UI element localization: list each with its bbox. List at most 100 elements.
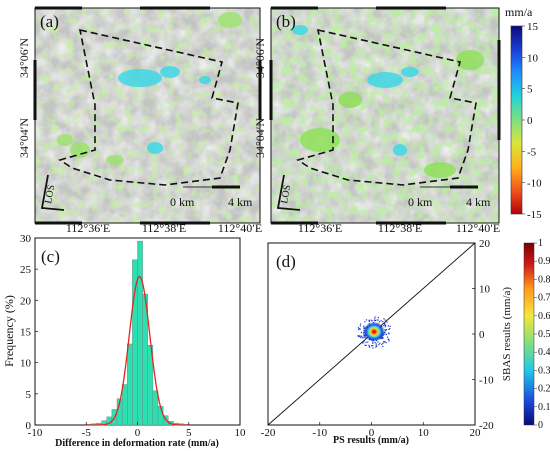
scatter-point	[389, 325, 391, 327]
scatter-x-tick-label: 20	[470, 427, 482, 439]
scatter-point	[384, 333, 386, 335]
histogram-panel-label: (c)	[41, 247, 60, 266]
scatter-point	[368, 320, 370, 322]
scatter-point	[384, 329, 386, 331]
histogram-bar	[121, 384, 128, 426]
scatter-point	[358, 329, 360, 331]
scatter-point	[368, 320, 370, 323]
scatter-point	[378, 344, 380, 346]
scatter-point	[385, 333, 387, 335]
scatter-point	[365, 319, 368, 321]
los-label-a: LOS	[43, 184, 57, 205]
scatter-panel-label: (d)	[276, 252, 296, 271]
scatter-point	[380, 320, 382, 322]
scale-bar-b-right: 4 km	[466, 195, 491, 209]
colorbar-tick-label: 5	[527, 84, 533, 96]
scatter-point	[387, 338, 390, 340]
density-colorbar	[523, 242, 535, 426]
histogram-bars	[86, 240, 189, 426]
density-tick-label: 0.9	[538, 256, 550, 267]
scatter-y-tick-label: -20	[479, 420, 494, 432]
scatter-point	[364, 344, 366, 346]
scatter-density-cluster	[357, 316, 391, 349]
map-panel-a: (a) LOS 0 km 4 km 34°06′N 34°04′N 112°36…	[17, 6, 262, 235]
scatter-point	[365, 341, 367, 344]
scatter-y-tick-label: 0	[479, 329, 485, 341]
lon-label-b-3: 112°40′E	[456, 221, 500, 235]
colorbar-tick-label: 10	[527, 52, 539, 64]
scatter-point	[360, 337, 362, 339]
scatter-point	[362, 337, 364, 339]
histogram-x-ticks: -10 -5 0 5 10	[28, 422, 246, 439]
density-tick-label: 0	[538, 420, 543, 431]
scatter-point	[383, 325, 385, 327]
histogram-y-ticks: 0 5 10 15 20 25 30	[20, 233, 38, 432]
scatter-point	[377, 317, 379, 319]
scatter-point	[357, 335, 359, 337]
scatter-point	[373, 319, 376, 322]
histogram-x-tick-label: -10	[28, 427, 43, 439]
scatter-point	[386, 336, 389, 338]
scatter-point	[364, 336, 366, 339]
scale-bar-b-left: 0 km	[408, 195, 433, 209]
scatter-point	[377, 341, 379, 343]
scatter-point	[385, 329, 387, 332]
scatter-point	[360, 323, 362, 325]
histogram-x-tick-label: -5	[82, 427, 92, 439]
colorbar-tick-label: -15	[527, 209, 542, 221]
scatter-point	[361, 335, 363, 337]
deformation-cyan-patches	[118, 66, 211, 154]
colorbar-tick-label: 0	[527, 115, 533, 127]
colorbar-tick-label: 15	[527, 21, 539, 33]
scatter-point	[375, 344, 377, 346]
deformation-colorbar: mm/a 15 10 5 0 -5 -10 -15	[505, 5, 542, 221]
normal-fit-curve	[86, 275, 189, 426]
scale-bar-a-right: 4 km	[228, 195, 253, 209]
histogram-y-tick-label: 20	[20, 295, 32, 307]
density-tick-label: 0.6	[538, 311, 550, 322]
lon-label-a-1: 112°36′E	[66, 221, 110, 235]
colorbar-tick-label: -5	[527, 146, 537, 158]
lon-label-a-2: 112°38′E	[142, 221, 186, 235]
scatter-point	[388, 333, 390, 335]
scatter-point	[378, 321, 381, 323]
scatter-point	[368, 344, 370, 346]
lat-label-b-2: 34°04′N	[253, 118, 267, 158]
scatter-ylabel: SBAS results (mm/a)	[501, 287, 513, 381]
scatter-point	[372, 342, 374, 344]
panel-label-b: (b)	[276, 12, 296, 31]
histogram-y-tick-label: 10	[20, 358, 32, 370]
scatter-y-tick-label: 20	[479, 238, 491, 250]
lon-label-a-3: 112°40′E	[218, 221, 262, 235]
scale-bar-a: 0 km 4 km	[170, 185, 253, 209]
scale-bar-b: 0 km 4 km	[408, 185, 491, 209]
colorbar-gradient	[510, 25, 523, 215]
scatter-point	[368, 345, 370, 348]
scatter-y-tick-label: -10	[479, 375, 494, 387]
scatter-point	[364, 321, 366, 323]
histogram-ylabel: Frequency (%)	[2, 295, 16, 367]
scatter-point	[374, 342, 376, 344]
scatter-point	[385, 324, 387, 326]
lon-label-b-1: 112°36′E	[298, 221, 342, 235]
map-frame-ticks	[33, 6, 262, 225]
scatter-point	[388, 340, 390, 342]
scatter-point	[358, 335, 360, 337]
scatter-point	[384, 324, 386, 326]
scatter-point	[376, 319, 378, 321]
density-tick-label: 0.4	[538, 347, 550, 358]
scatter-point	[360, 331, 362, 334]
scatter-point	[369, 346, 371, 348]
colorbar-ticks: 15 10 5 0 -5 -10 -15	[522, 21, 542, 221]
histogram-x-tick-label: 5	[186, 427, 192, 439]
histogram-panel: -10 -5 0 5 10 0 5 10 15 20 25 30 (c) Difference in…	[2, 233, 246, 449]
colorbar-tick-label: -10	[527, 178, 542, 190]
scatter-point	[374, 319, 376, 321]
lat-label-b-1: 34°06′N	[253, 38, 267, 78]
scatter-point	[372, 341, 374, 343]
scatter-point	[363, 326, 365, 328]
scatter-point	[382, 321, 384, 323]
scatter-point	[372, 345, 374, 347]
